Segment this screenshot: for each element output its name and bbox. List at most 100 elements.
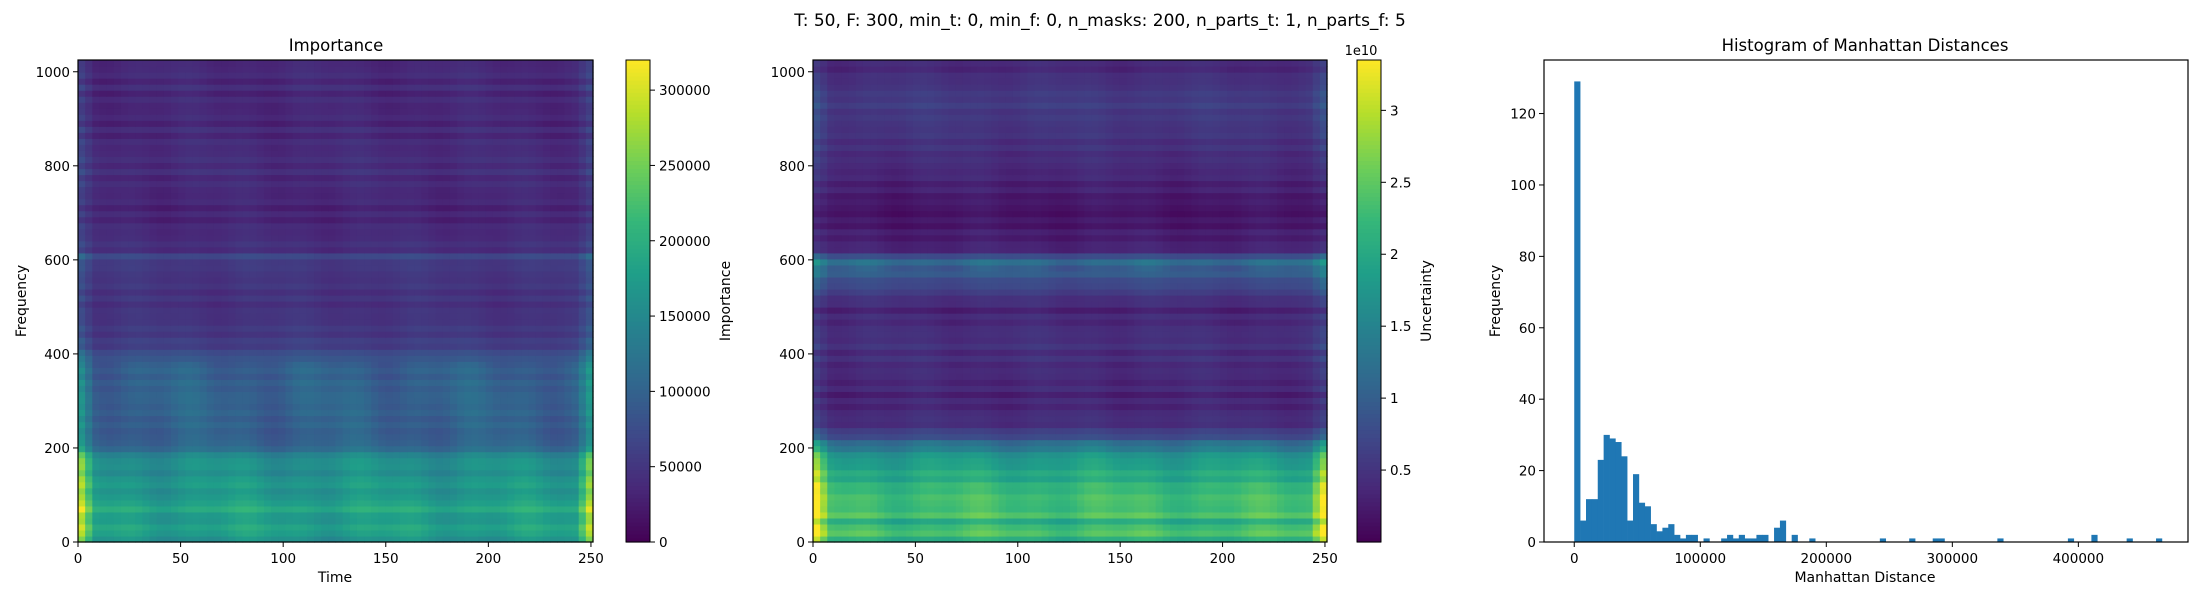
heatmap-cell [314,499,322,507]
heatmap-cell [92,421,101,429]
heatmap-cell [564,463,573,471]
heatmap-cell [292,403,301,411]
heatmap-cell [249,162,258,170]
heatmap-cell [421,355,430,362]
heatmap-cell [449,192,458,200]
heatmap-cell [321,132,329,139]
heatmap-cell [342,421,351,429]
heatmap-cell [113,168,122,176]
heatmap-cell [335,192,344,200]
heatmap-cell [528,433,537,441]
heatmap-cell [492,535,501,543]
heatmap-cell [99,246,108,254]
heatmap-cell [221,529,229,537]
heatmap-cell [128,463,136,471]
heatmap-cell [314,162,322,170]
heatmap-cell [299,270,308,278]
heatmap-cell [449,222,458,230]
heatmap-cell [178,150,186,157]
heatmap-cell [507,210,515,218]
heatmap-cell [99,282,108,290]
heatmap-cell [521,258,530,266]
heatmap-cell [478,385,487,392]
heatmap-cell [170,421,179,429]
heatmap-cell [578,325,587,332]
heatmap-cell [285,198,294,206]
heatmap-cell [292,301,301,308]
heatmap-cell [85,337,93,344]
heatmap-cell [256,126,265,133]
heatmap-cell [421,457,430,465]
heatmap-cell [356,367,365,374]
heatmap-cell [449,373,458,380]
heatmap-cell [299,174,308,182]
heatmap-cell [335,319,344,326]
heatmap-cell [478,337,487,344]
heatmap-cell [306,126,315,133]
heatmap-cell [335,186,344,194]
heatmap-cell [535,240,544,248]
heatmap-cell [550,138,558,145]
heatmap-cell [542,379,551,386]
heatmap-cell [471,132,480,139]
heatmap-cell [457,379,465,386]
heatmap-cell [457,475,465,483]
heatmap-cell [170,433,179,441]
heatmap-cell [113,535,122,543]
heatmap-cell [128,529,136,537]
heatmap-cell [528,162,537,170]
heatmap-cell [578,397,587,405]
heatmap-cell [85,517,93,525]
heatmap-cell [356,319,365,326]
heatmap-cell [378,294,387,302]
heatmap-cell [514,475,523,483]
heatmap-cell [156,517,165,525]
heatmap-cell [163,313,172,320]
heatmap-cell [228,264,236,272]
heatmap-cell [399,307,408,314]
heatmap-cell [485,150,494,157]
heatmap-cell [128,391,136,398]
heatmap-cell [342,391,351,398]
heatmap-cell [442,288,451,296]
heatmap-cell [92,156,101,164]
heatmap-cell [378,403,387,411]
heatmap-cell [271,307,279,314]
heatmap-cell [421,367,430,374]
heatmap-cell [514,204,523,212]
heatmap-cell [557,307,565,314]
heatmap-cell [442,319,451,326]
heatmap-cell [356,505,365,513]
heatmap-cell [142,276,151,284]
heatmap-cell [271,391,279,398]
heatmap-cell [364,451,372,459]
heatmap-cell [178,337,186,344]
heatmap-cell [457,204,465,212]
heatmap-cell [128,385,136,392]
heatmap-cell [249,270,258,278]
heatmap-cell [256,361,265,368]
heatmap-cell [478,258,487,266]
heatmap-cell [306,469,315,477]
heatmap-cell [485,192,494,200]
heatmap-cell [321,481,329,489]
heatmap-cell [578,529,587,537]
heatmap-cell [500,529,508,537]
heatmap-cell [221,379,229,386]
heatmap-cell [492,186,501,194]
heatmap-cell [550,198,558,206]
heatmap-cell [178,174,186,182]
heatmap-cell [428,481,437,489]
heatmap-cell [228,270,236,278]
heatmap-cell [78,282,86,290]
heatmap-cell [464,403,472,411]
heatmap-cell [206,186,215,194]
heatmap-cell [99,234,108,242]
heatmap-cell [328,234,337,242]
heatmap-cell [163,204,172,212]
heatmap-cell [314,379,322,386]
heatmap-cell [299,222,308,230]
heatmap-cell [106,481,115,489]
heatmap-cell [364,162,372,170]
heatmap-cell [142,439,151,447]
